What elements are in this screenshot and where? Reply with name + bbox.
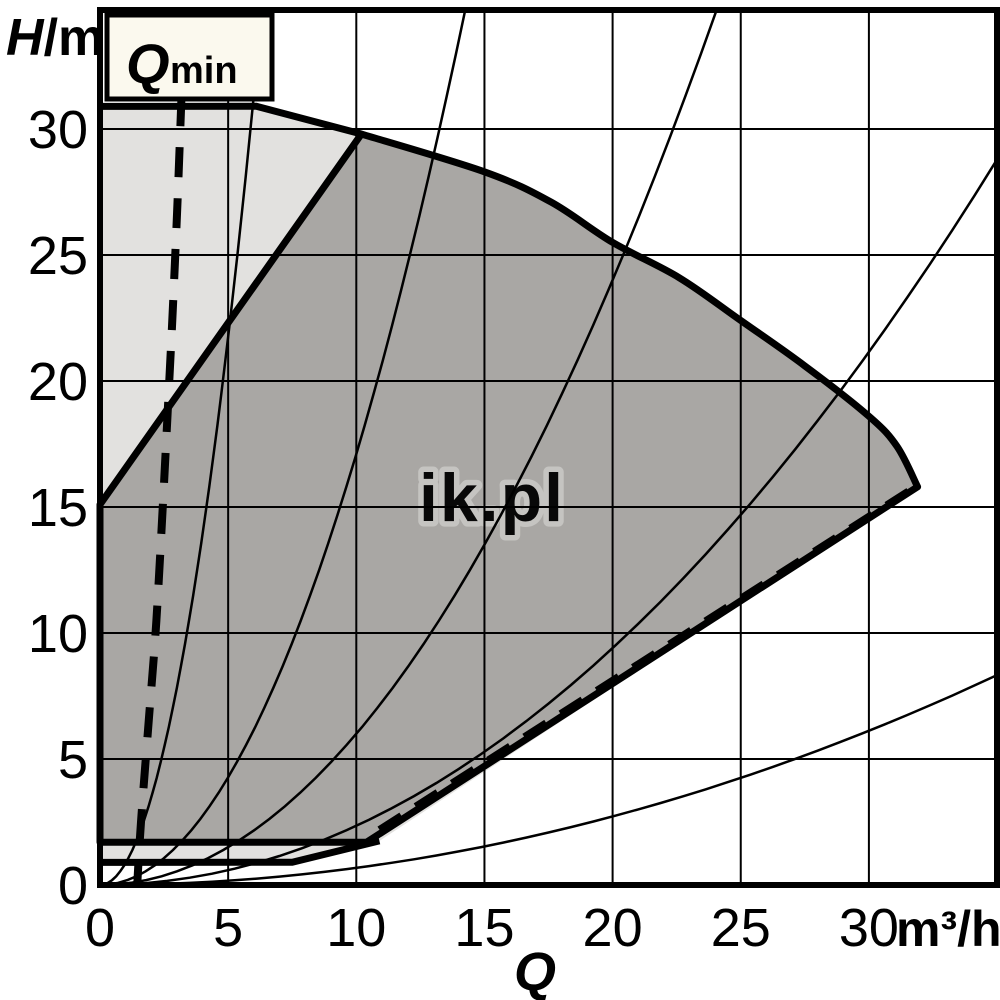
x-axis-unit: m³/h: [896, 901, 1000, 957]
plot-border: [97, 7, 1000, 888]
control-range-fill: [100, 134, 918, 843]
y-tick-label-5: 5: [58, 730, 88, 790]
region-borders: [96, 102, 922, 866]
outer-envelope-bottom-border: [99, 837, 381, 866]
outer-envelope-top-border: [99, 102, 363, 138]
y-tick-label-15: 15: [28, 478, 88, 538]
x-tick-label-5: 5: [213, 898, 243, 958]
qmin-box-label-sub: min: [170, 50, 238, 92]
y-axis-title: H/m: [6, 9, 104, 67]
x-tick-label-10: 10: [326, 898, 386, 958]
qmin-box: [104, 12, 275, 102]
watermark: ik.pl: [413, 455, 568, 542]
x-tick-label-20: 20: [583, 898, 643, 958]
x-tick-label-15: 15: [454, 898, 514, 958]
qmin-dashed-line: [133, 96, 186, 885]
dashed-lines: [133, 96, 917, 885]
y-tick-label-25: 25: [28, 226, 88, 286]
x-axis-title: Q: [514, 942, 556, 1000]
y-tick-label-30: 30: [28, 100, 88, 160]
x-tick-label-30: 30: [839, 898, 899, 958]
y-tick-label-20: 20: [28, 352, 88, 412]
lower-dashed-line: [377, 483, 917, 833]
axis-tick-labels: 30 25 20 15 10 5 00 5 10 15 20 25 30: [28, 100, 899, 958]
control-range-border: [96, 130, 922, 846]
region-fills: [100, 106, 918, 863]
axis-titles: m³/h Q H/m: [6, 9, 1000, 1000]
system-curve-4: [100, 673, 997, 885]
plot-frame: [97, 7, 1000, 888]
y-tick-label-10: 10: [28, 604, 88, 664]
watermark-text: ik.pl: [419, 460, 565, 536]
x-tick-label-25: 25: [711, 898, 771, 958]
y-tick-label-0: 0: [58, 856, 88, 916]
qmin-box-label: Q: [126, 32, 170, 95]
x-tick-label-0: 0: [85, 898, 115, 958]
